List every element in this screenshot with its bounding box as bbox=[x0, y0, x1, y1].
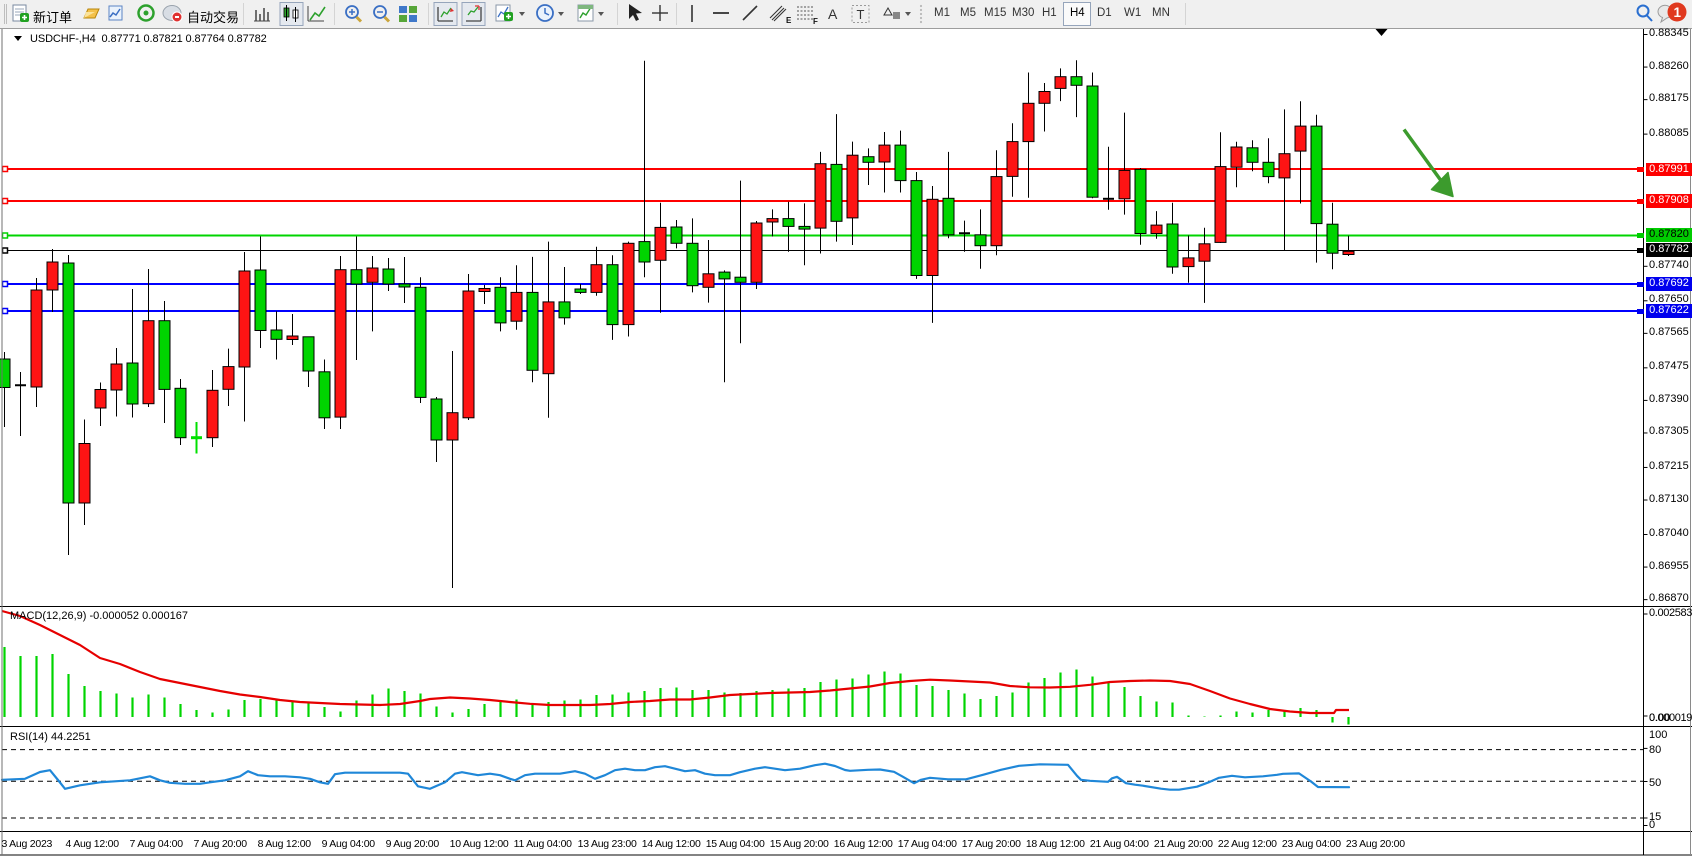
svg-text:T: T bbox=[857, 7, 865, 22]
svg-text:F: F bbox=[813, 17, 818, 26]
svg-text:1: 1 bbox=[1674, 5, 1682, 20]
svg-text:E: E bbox=[786, 16, 792, 25]
svg-text:A: A bbox=[828, 6, 838, 22]
